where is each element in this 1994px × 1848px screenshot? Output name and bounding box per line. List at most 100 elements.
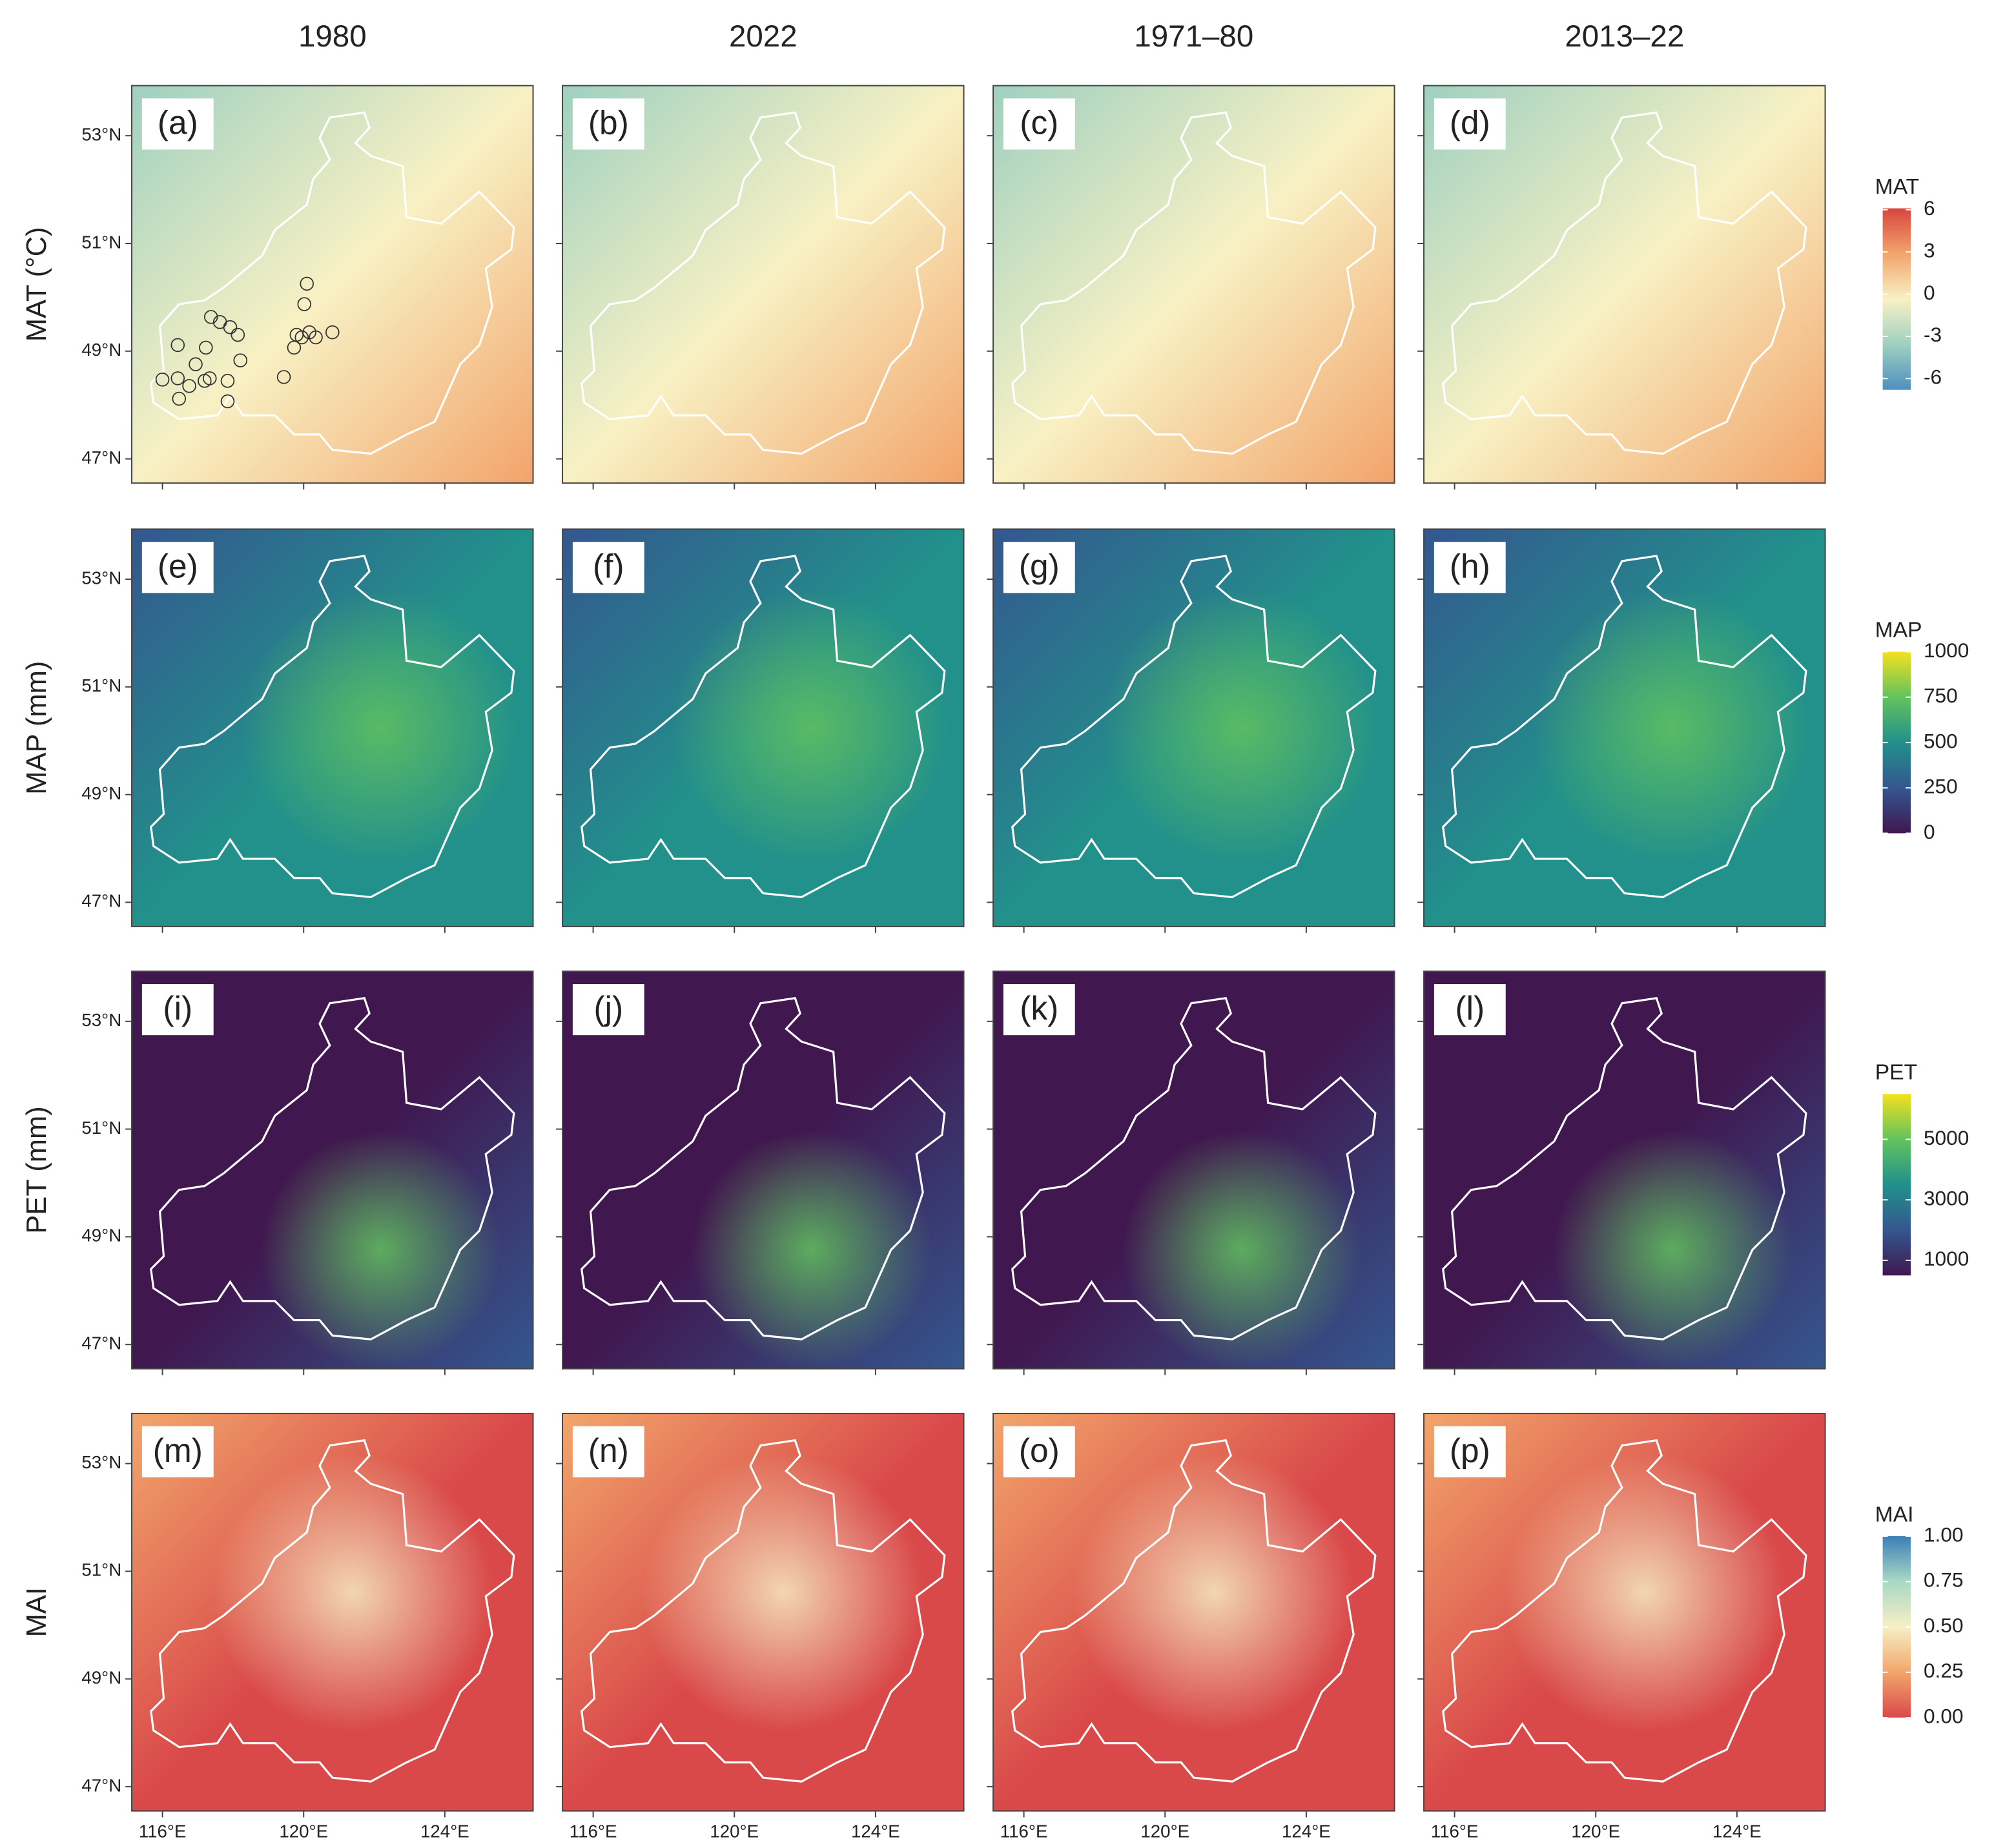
panel-label: (m) (153, 1432, 203, 1469)
map-panel: (m) 47°N 49°N 51°N 53°N 116°E 120°E 124°E (81, 1413, 534, 1842)
column-title: 1980 (298, 19, 367, 54)
panel-label: (l) (1455, 989, 1485, 1027)
site-marker (182, 378, 196, 393)
site-marker (203, 310, 218, 324)
colorbar (1882, 1094, 1911, 1276)
map-panel: (h) (1417, 528, 1826, 933)
site-marker (325, 325, 340, 340)
panel-label: (g) (1019, 547, 1060, 584)
panel-label: (d) (1450, 104, 1490, 141)
panel-label: (p) (1450, 1432, 1490, 1469)
site-marker (220, 394, 235, 409)
panel-label: (i) (163, 989, 192, 1027)
legend-tick-label: -6 (1924, 365, 1942, 389)
region-outline (581, 555, 946, 899)
panel-border (131, 85, 534, 484)
row-label: MAT (°C) (21, 227, 52, 342)
panel-label-box (1003, 984, 1075, 1036)
x-tick-label: 116°E (570, 1822, 617, 1842)
legend-title: MAT (1875, 175, 1919, 199)
map-panel: (p) 116°E 120°E 124°E (1417, 1413, 1826, 1842)
panel-label-box (1434, 984, 1506, 1036)
legend-title: MAP (1875, 619, 1922, 642)
panel-border (1423, 970, 1826, 1370)
panel-label: (f) (593, 547, 624, 584)
region-outline (1442, 997, 1807, 1340)
legend-tick-label: -3 (1924, 323, 1942, 346)
legend-tick-label: 1.00 (1924, 1523, 1964, 1546)
legend-tick-label: 0.75 (1924, 1568, 1964, 1592)
map-panel: (c) (987, 85, 1395, 490)
map-panel: (e) 47°N 49°N 51°N 53°N (81, 528, 534, 933)
y-tick-label: 47°N (81, 891, 121, 911)
panel-label: (n) (588, 1432, 629, 1469)
panel-label-box (572, 98, 644, 150)
map-panel: (b) (556, 85, 965, 490)
legend-tick-label: 0.25 (1924, 1659, 1964, 1682)
panel-label-box (141, 542, 214, 593)
panel-border (1423, 528, 1826, 927)
y-tick-label: 47°N (81, 1333, 121, 1353)
panel-label: (k) (1020, 989, 1058, 1027)
map-panel: (o) 116°E 120°E 124°E (987, 1413, 1395, 1842)
column-title: 2022 (729, 19, 797, 54)
x-tick-label: 116°E (1000, 1822, 1048, 1842)
site-marker (220, 374, 235, 388)
region-outline (1442, 555, 1807, 899)
region-outline (150, 997, 515, 1340)
legend-tick-label: 0 (1924, 281, 1935, 304)
panel-border (992, 970, 1395, 1370)
site-marker (223, 320, 238, 334)
legend-tick-label: 0 (1924, 820, 1935, 843)
region-outline (150, 555, 515, 899)
map-panel: (l) (1417, 970, 1826, 1375)
y-tick-label: 53°N (81, 568, 121, 588)
region-outline (581, 111, 946, 455)
site-marker (297, 297, 312, 311)
panel-label: (o) (1019, 1432, 1060, 1469)
legend-tick-label: 5000 (1924, 1126, 1969, 1149)
y-tick-label: 47°N (81, 1775, 121, 1795)
panel-label-box (572, 542, 644, 593)
x-tick-label: 124°E (851, 1822, 900, 1842)
panel-label-box (572, 1426, 644, 1478)
panel-border (131, 528, 534, 927)
region-outline (1011, 555, 1377, 899)
map-panel: (i) 47°N 49°N 51°N 53°N (81, 970, 534, 1375)
legend-tick-label: 1000 (1924, 1247, 1969, 1270)
row-label: PET (mm) (21, 1106, 52, 1234)
map-panel: (a) 47°N 49°N 51°N 53°N (81, 85, 534, 490)
site-marker (294, 330, 309, 345)
y-tick-label: 53°N (81, 1452, 121, 1472)
panel-label: (h) (1450, 547, 1490, 584)
map-panel: (g) (987, 528, 1395, 933)
panel-label-box (1003, 542, 1075, 593)
legend-tick-label: 0.50 (1924, 1614, 1964, 1637)
x-tick-label: 116°E (139, 1822, 187, 1842)
panel-label-box (141, 98, 214, 150)
x-tick-label: 124°E (1712, 1822, 1762, 1842)
x-tick-label: 120°E (1140, 1822, 1189, 1842)
x-tick-label: 124°E (420, 1822, 469, 1842)
panel-label: (a) (158, 104, 198, 141)
site-marker (276, 370, 291, 384)
site-marker (202, 371, 217, 385)
legend-tick-label: 500 (1924, 729, 1958, 752)
site-marker (170, 371, 185, 385)
panel-label-box (1434, 542, 1506, 593)
site-marker (309, 330, 323, 345)
x-tick-label: 116°E (1431, 1822, 1479, 1842)
x-tick-label: 120°E (1571, 1822, 1620, 1842)
region-outline (150, 1439, 515, 1783)
legend-tick-label: 1000 (1924, 639, 1969, 662)
panel-border (1423, 1413, 1826, 1812)
region-outline (581, 1439, 946, 1783)
site-marker (170, 338, 185, 353)
region-outline (1442, 111, 1807, 455)
panel-label-box (1003, 98, 1075, 150)
panel-label: (c) (1020, 104, 1058, 141)
legend-tick-label: 6 (1924, 196, 1935, 220)
panel-label-box (1003, 1426, 1075, 1478)
panel-border (992, 85, 1395, 484)
